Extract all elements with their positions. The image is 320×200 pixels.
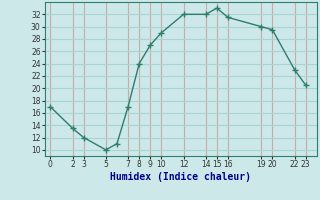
X-axis label: Humidex (Indice chaleur): Humidex (Indice chaleur) [110, 172, 251, 182]
